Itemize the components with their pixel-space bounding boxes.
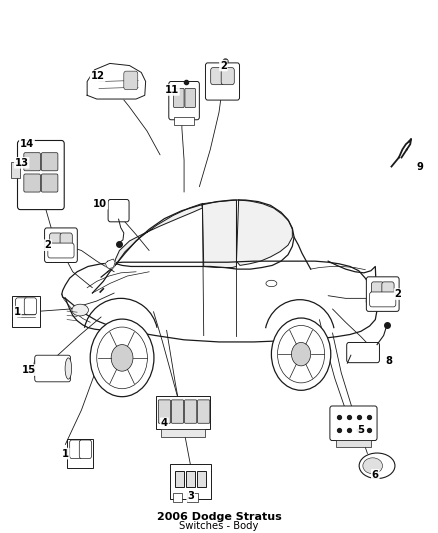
Polygon shape xyxy=(12,296,39,327)
Polygon shape xyxy=(175,471,184,487)
FancyBboxPatch shape xyxy=(169,82,199,120)
Polygon shape xyxy=(87,63,146,99)
Text: 15: 15 xyxy=(22,365,36,375)
FancyBboxPatch shape xyxy=(24,298,36,315)
FancyBboxPatch shape xyxy=(108,199,129,222)
Text: 9: 9 xyxy=(417,161,423,172)
Circle shape xyxy=(291,343,311,366)
Text: 1: 1 xyxy=(62,449,69,458)
Text: 11: 11 xyxy=(165,85,179,95)
Text: 5: 5 xyxy=(357,425,364,435)
FancyBboxPatch shape xyxy=(48,243,74,258)
FancyBboxPatch shape xyxy=(15,298,28,315)
Ellipse shape xyxy=(65,358,72,379)
FancyBboxPatch shape xyxy=(205,63,240,100)
Polygon shape xyxy=(115,204,202,264)
FancyBboxPatch shape xyxy=(171,400,184,423)
FancyBboxPatch shape xyxy=(60,233,72,249)
FancyBboxPatch shape xyxy=(347,343,379,362)
FancyBboxPatch shape xyxy=(41,153,58,171)
FancyBboxPatch shape xyxy=(370,292,396,307)
Text: 10: 10 xyxy=(93,199,107,209)
Polygon shape xyxy=(156,396,211,429)
Polygon shape xyxy=(113,200,294,269)
Circle shape xyxy=(272,318,331,390)
FancyBboxPatch shape xyxy=(24,153,40,171)
FancyBboxPatch shape xyxy=(70,440,82,458)
Text: 13: 13 xyxy=(14,158,28,168)
Polygon shape xyxy=(11,161,20,177)
FancyBboxPatch shape xyxy=(330,406,377,441)
FancyBboxPatch shape xyxy=(79,440,92,458)
Circle shape xyxy=(90,319,154,397)
Ellipse shape xyxy=(34,358,40,379)
FancyBboxPatch shape xyxy=(158,400,170,423)
Polygon shape xyxy=(202,200,237,268)
Polygon shape xyxy=(173,493,182,503)
FancyBboxPatch shape xyxy=(124,71,138,90)
Text: 12: 12 xyxy=(91,71,105,81)
Text: 4: 4 xyxy=(161,418,168,429)
Polygon shape xyxy=(187,493,198,503)
Text: 2: 2 xyxy=(220,61,227,70)
Circle shape xyxy=(111,345,133,371)
FancyBboxPatch shape xyxy=(18,141,64,209)
Text: 14: 14 xyxy=(20,139,34,149)
Ellipse shape xyxy=(359,453,395,479)
FancyBboxPatch shape xyxy=(45,228,78,262)
Polygon shape xyxy=(174,117,194,125)
Text: Switches - Body: Switches - Body xyxy=(179,521,259,531)
FancyBboxPatch shape xyxy=(41,174,58,192)
Circle shape xyxy=(97,327,148,389)
Ellipse shape xyxy=(363,458,382,474)
FancyBboxPatch shape xyxy=(24,174,40,192)
FancyBboxPatch shape xyxy=(198,400,210,423)
Ellipse shape xyxy=(366,294,376,309)
FancyBboxPatch shape xyxy=(173,88,184,108)
FancyBboxPatch shape xyxy=(35,355,71,382)
Text: 1: 1 xyxy=(14,306,21,317)
FancyBboxPatch shape xyxy=(49,233,62,249)
FancyBboxPatch shape xyxy=(185,88,195,108)
Text: 3: 3 xyxy=(187,491,194,501)
Polygon shape xyxy=(186,471,195,487)
Polygon shape xyxy=(237,200,292,265)
Polygon shape xyxy=(67,439,93,468)
Text: 6: 6 xyxy=(372,470,379,480)
Ellipse shape xyxy=(266,280,277,287)
Polygon shape xyxy=(170,464,212,499)
Polygon shape xyxy=(106,259,115,269)
FancyBboxPatch shape xyxy=(184,400,197,423)
Text: 2: 2 xyxy=(44,240,51,250)
FancyBboxPatch shape xyxy=(382,282,394,298)
FancyBboxPatch shape xyxy=(371,282,384,298)
Polygon shape xyxy=(336,440,371,447)
Text: 2: 2 xyxy=(395,289,402,299)
Circle shape xyxy=(278,326,325,383)
Text: 8: 8 xyxy=(385,356,392,366)
Text: 2006 Dodge Stratus: 2006 Dodge Stratus xyxy=(157,512,281,522)
Ellipse shape xyxy=(72,304,88,316)
Polygon shape xyxy=(161,429,205,437)
FancyBboxPatch shape xyxy=(221,68,234,85)
FancyBboxPatch shape xyxy=(211,68,224,85)
Polygon shape xyxy=(62,261,377,342)
Polygon shape xyxy=(197,471,206,487)
FancyBboxPatch shape xyxy=(366,277,399,311)
